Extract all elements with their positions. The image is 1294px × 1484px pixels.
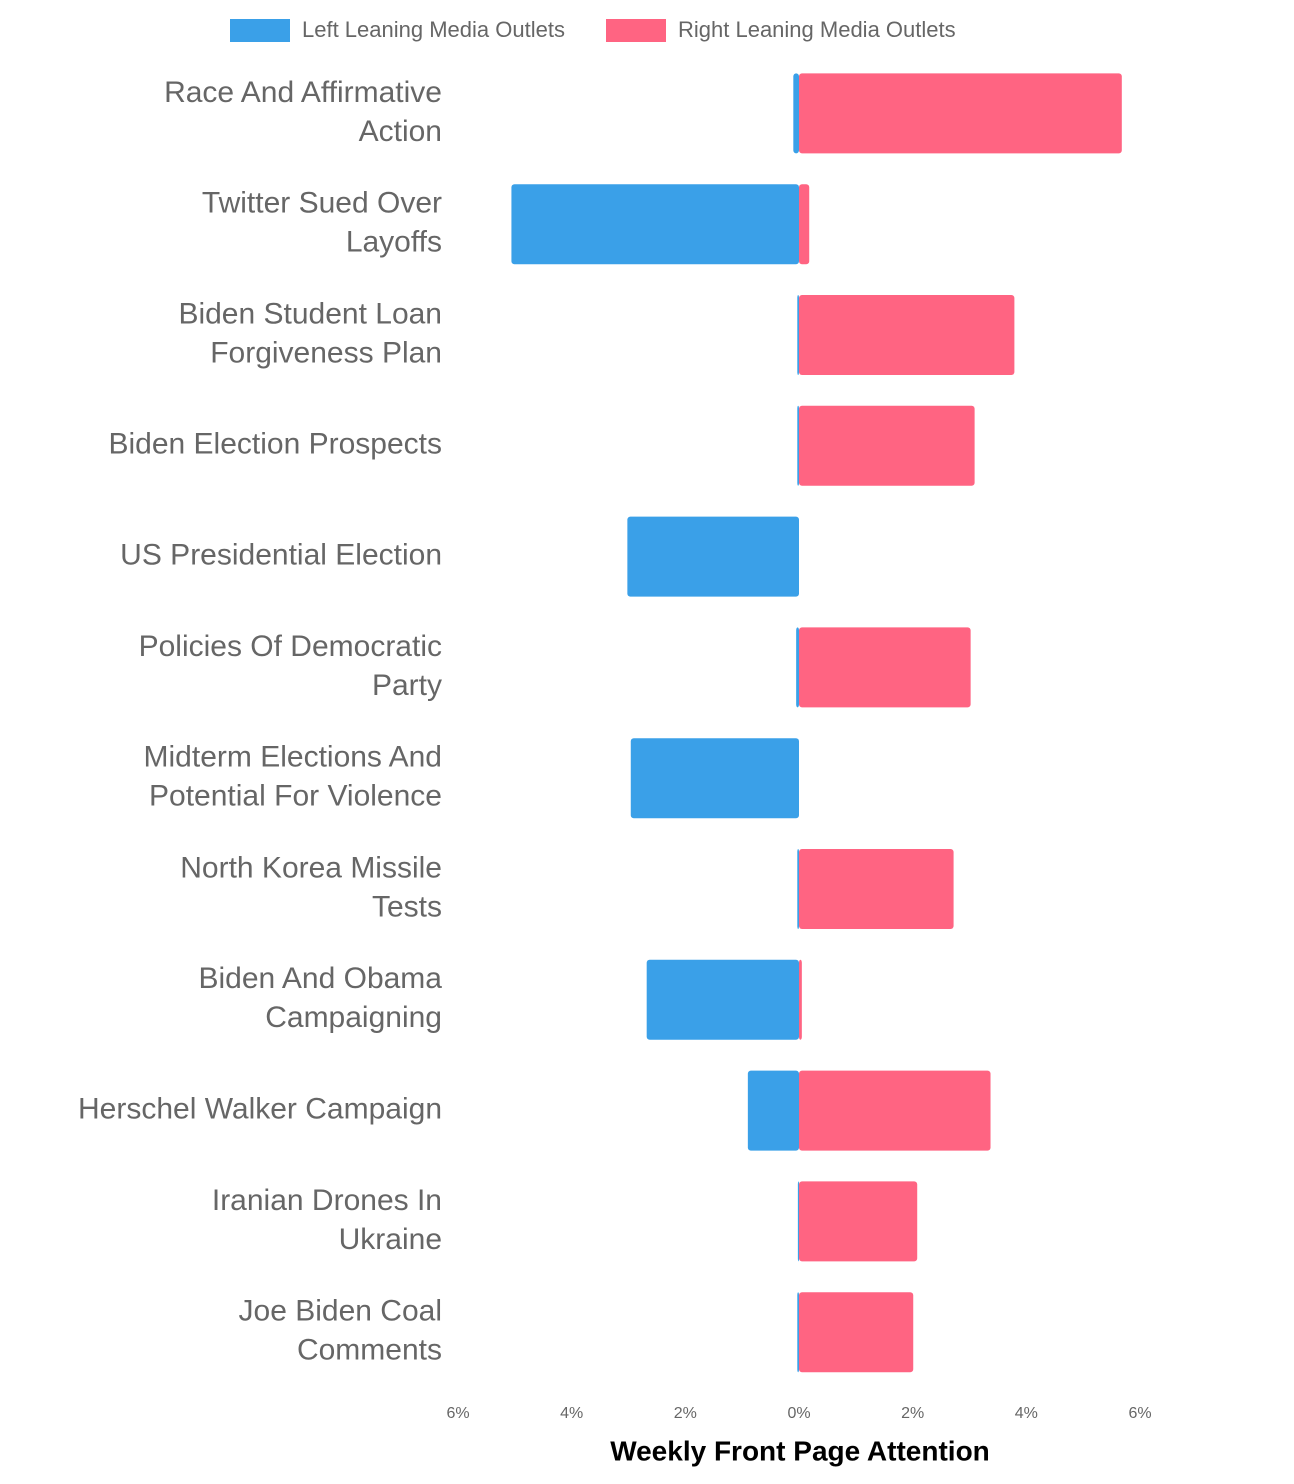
x-tick-label: 2% [674, 1405, 697, 1422]
category-label: Action [359, 115, 442, 148]
x-tick-label: 0% [787, 1405, 810, 1422]
bar [797, 1181, 799, 1262]
category-label: Policies Of Democratic [139, 630, 442, 663]
bar [793, 73, 799, 154]
bar [797, 405, 799, 486]
bar [797, 1292, 799, 1373]
category-label: Iranian Drones In [212, 1184, 442, 1217]
category-label: Race And Affirmative [164, 76, 442, 109]
category-label: Joe Biden Coal [239, 1295, 442, 1328]
category-label: Comments [297, 1334, 442, 1367]
x-tick-label: 4% [1015, 1405, 1038, 1422]
category-label: US Presidential Election [120, 539, 442, 572]
category-label: Party [372, 669, 442, 702]
category-label: Midterm Elections And [144, 741, 442, 774]
bar [799, 959, 802, 1040]
bar [627, 516, 799, 597]
category-label: Campaigning [265, 1001, 442, 1034]
x-tick-label: 6% [1128, 1405, 1151, 1422]
category-label: Tests [372, 890, 442, 923]
bar [511, 184, 799, 265]
bar [796, 627, 799, 708]
bar [747, 1070, 799, 1151]
legend-label: Right Leaning Media Outlets [678, 17, 956, 42]
category-label: Ukraine [339, 1223, 442, 1256]
category-label: Herschel Walker Campaign [78, 1093, 442, 1126]
bar [799, 849, 954, 929]
bar [799, 1292, 914, 1373]
category-label: Layoffs [346, 226, 442, 259]
category-label: Forgiveness Plan [210, 336, 442, 369]
bar [797, 295, 799, 375]
bar [799, 73, 1122, 154]
bar [630, 738, 799, 819]
category-label: Biden And Obama [198, 962, 442, 995]
bar [799, 627, 971, 708]
x-tick-label: 6% [446, 1405, 469, 1422]
category-label: Twitter Sued Over [202, 187, 442, 220]
category-label: Potential For Violence [149, 780, 442, 813]
x-tick-label: 4% [560, 1405, 583, 1422]
category-label: North Korea Missile [180, 851, 442, 884]
legend-swatch [606, 19, 666, 42]
bar [799, 184, 810, 265]
bar [799, 1070, 991, 1151]
bar [799, 405, 975, 486]
legend-swatch [230, 19, 290, 42]
category-label: Biden Student Loan [178, 297, 442, 330]
bar [646, 959, 799, 1040]
bar [799, 295, 1015, 375]
legend-label: Left Leaning Media Outlets [302, 17, 565, 42]
x-axis-title: Weekly Front Page Attention [610, 1435, 990, 1466]
x-tick-label: 2% [901, 1405, 924, 1422]
bar [797, 849, 799, 929]
category-label: Biden Election Prospects [108, 428, 442, 461]
bar [799, 1181, 918, 1262]
